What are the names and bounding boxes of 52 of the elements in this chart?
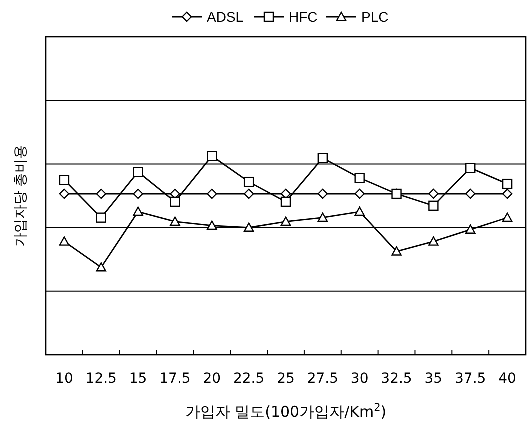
x-axis-title: 가입자 밀도(100가입자/Km$^{2}$) — [185, 402, 387, 421]
point — [502, 212, 513, 222]
point — [244, 176, 254, 188]
x-tick-label: 32.5 — [381, 371, 412, 387]
point — [59, 236, 70, 246]
point — [96, 262, 106, 272]
point — [207, 220, 218, 230]
point — [392, 246, 402, 256]
point — [59, 188, 70, 200]
point — [428, 236, 439, 246]
x-tick-label: 30 — [350, 371, 369, 387]
point — [318, 212, 328, 222]
point — [392, 188, 402, 200]
legend-label: HFC — [289, 9, 318, 25]
point — [207, 188, 218, 200]
x-tick-label: 12.5 — [86, 371, 117, 387]
point — [280, 216, 292, 226]
x-tick-label: 35 — [424, 371, 443, 387]
point — [244, 188, 254, 200]
x-tick-label: 20 — [203, 371, 222, 387]
point — [207, 151, 218, 162]
point — [318, 153, 328, 164]
y-axis-title: 가입자당 총비용 — [13, 144, 29, 248]
point — [354, 206, 365, 216]
point — [280, 196, 292, 208]
x-tick-label: 10 — [56, 371, 74, 387]
point — [96, 188, 106, 200]
point — [59, 175, 70, 186]
point — [133, 206, 144, 216]
point — [466, 163, 476, 174]
point — [428, 188, 439, 200]
point — [428, 200, 439, 212]
x-tick-label: 22.5 — [233, 371, 265, 387]
x-tick-label: 25 — [277, 371, 295, 387]
point — [170, 216, 180, 226]
point — [318, 188, 328, 200]
point — [244, 222, 254, 232]
x-tick-label: 37.5 — [455, 371, 486, 387]
x-tick-label: 40 — [498, 371, 516, 387]
point — [502, 178, 513, 190]
point — [466, 224, 476, 234]
point — [354, 173, 365, 184]
legend-label: ADSL — [207, 9, 244, 25]
point — [354, 188, 365, 200]
point — [133, 167, 144, 178]
point — [170, 196, 180, 208]
point — [96, 212, 106, 223]
x-tick-label: 17.5 — [160, 371, 191, 387]
x-tick-label: 15 — [129, 371, 148, 387]
x-tick-label: 27.5 — [307, 371, 339, 387]
point — [466, 188, 476, 200]
legend-label: PLC — [362, 9, 389, 25]
